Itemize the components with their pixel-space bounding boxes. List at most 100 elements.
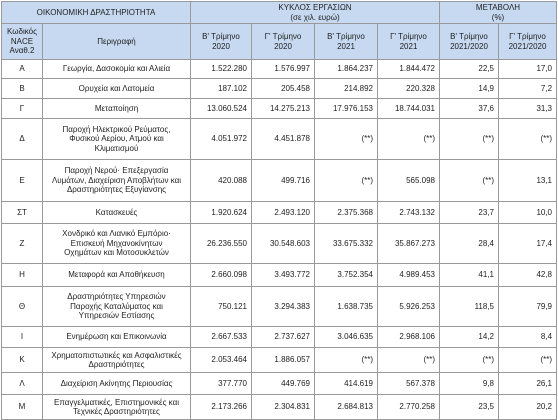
value-cell: 17.976.153	[314, 98, 378, 120]
value-cell: 1.886.057	[251, 347, 315, 374]
value-cell: 22,5	[439, 59, 499, 80]
nace-code: Λ	[1, 372, 43, 396]
value-cell: (**)	[377, 118, 440, 161]
value-cell: 2.968.106	[377, 326, 440, 349]
column-header: Γ' Τρίμηνο 2021	[377, 23, 440, 61]
value-cell: 3.294.383	[251, 286, 315, 328]
value-cell: 205.458	[251, 78, 315, 100]
nace-code: Κ	[1, 347, 43, 374]
value-cell: 79,9	[497, 286, 558, 328]
table-row: Ε Παροχή Νερού· Επεξεργασία Λυμάτων, Διαχ…	[1, 159, 558, 203]
value-cell: 26,1	[497, 372, 558, 396]
value-cell: 1.844.472	[377, 59, 440, 80]
value-cell: 7,2	[497, 78, 558, 100]
column-header-row: Κωδικός NACE Αναθ.2 Περιγραφή Β' Τρίμηνο 2…	[1, 23, 558, 61]
value-cell: 214.892	[314, 78, 378, 100]
nace-code: Ε	[1, 159, 43, 203]
value-cell: 567.378	[377, 372, 440, 396]
description: Ορυχεία και Λατομεία	[42, 78, 191, 100]
description: Χρηματοπιστωτικές και Ασφαλιστικές Δραστ…	[42, 347, 191, 374]
value-cell: 5.926.253	[377, 286, 440, 328]
nace-code: Μ	[1, 394, 43, 420]
table-row: Ζ Χονδρικό και Λιανικό Εμπόριο· Επισκευή …	[1, 223, 558, 265]
value-cell: 750.121	[190, 286, 252, 328]
value-cell: 414.619	[314, 372, 378, 396]
description: Παροχή Νερού· Επεξεργασία Λυμάτων, Διαχε…	[42, 159, 191, 203]
table-row: Β Ορυχεία και Λατομεία 187.102 205.458 214.8…	[1, 78, 558, 100]
value-cell: 4.451.878	[251, 118, 315, 161]
value-cell: 118,5	[439, 286, 499, 328]
header-cell: ΟΙΚΟΝΟΜΙΚΗ ΔΡΑΣΤΗΡΙΟΤΗΤΑ	[1, 0, 191, 25]
nace-code: Α	[1, 59, 43, 80]
value-cell: 565.098	[377, 159, 440, 203]
table-row: Θ Δραστηριότητες Υπηρεσιών Παροχής Καταλύ…	[1, 286, 558, 328]
value-cell: 2.173.266	[190, 394, 252, 420]
value-cell: 2.053.464	[190, 347, 252, 374]
table-row: Γ Μεταποίηση 13.060.524 14.275.213 17.976.15…	[1, 98, 558, 120]
description: Μεταφορά και Αποθήκευση	[42, 263, 191, 288]
value-cell: 14.275.213	[251, 98, 315, 120]
value-cell: 37,6	[439, 98, 499, 120]
value-cell: 420.088	[190, 159, 252, 203]
column-header: Περιγραφή	[42, 23, 191, 61]
table-row: Κ Χρηματοπιστωτικές και Ασφαλιστικές Δρασ…	[1, 347, 558, 374]
value-cell: (**)	[314, 347, 378, 374]
table-header: ΟΙΚΟΝΟΜΙΚΗ ΔΡΑΣΤΗΡΙΟΤΗΤΑ ΚΥΚΛΟΣ ΕΡΓΑΣΙΩΝ…	[1, 0, 558, 61]
value-cell: 3.493.772	[251, 263, 315, 288]
table-row: Ι Ενημέρωση και Επικοινωνία 2.667.533 2.737…	[1, 326, 558, 349]
header-unit: (σε χιλ. ευρώ)	[290, 12, 340, 22]
value-cell: 2.493.120	[251, 201, 315, 225]
value-cell: 449.769	[251, 372, 315, 396]
description: Κατασκευές	[42, 201, 191, 225]
value-cell: 18.744.031	[377, 98, 440, 120]
value-cell: 2.743.132	[377, 201, 440, 225]
table-row: Λ Διαχείριση Ακίνητης Περιουσίας 377.770 44…	[1, 372, 558, 396]
value-cell: 1.576.997	[251, 59, 315, 80]
header-text: ΟΙΚΟΝΟΜΙΚΗ ΔΡΑΣΤΗΡΙΟΤΗΤΑ	[36, 7, 156, 17]
nace-code: Ζ	[1, 223, 43, 265]
value-cell: 3.752.354	[314, 263, 378, 288]
value-cell: 14,9	[439, 78, 499, 100]
value-cell: 31,3	[497, 98, 558, 120]
table-row: Η Μεταφορά και Αποθήκευση 2.660.098 3.493.7…	[1, 263, 558, 288]
value-cell: 23,7	[439, 201, 499, 225]
header-cell: ΚΥΚΛΟΣ ΕΡΓΑΣΙΩΝ (σε χιλ. ευρώ)	[190, 0, 440, 25]
nace-code: Η	[1, 263, 43, 288]
column-header: Β' Τρίμηνο 2021	[314, 23, 378, 61]
value-cell: 377.770	[190, 372, 252, 396]
column-header: Β' Τρίμηνο 2020	[190, 23, 252, 61]
value-cell: (**)	[497, 118, 558, 161]
value-cell: (**)	[314, 159, 378, 203]
table-row: Μ Επαγγελματικές, Επιστημονικές και Τεχνι…	[1, 394, 558, 420]
description: Διαχείριση Ακίνητης Περιουσίας	[42, 372, 191, 396]
description: Ενημέρωση και Επικοινωνία	[42, 326, 191, 349]
value-cell: 2.770.258	[377, 394, 440, 420]
value-cell: 17,4	[497, 223, 558, 265]
nace-code: Δ	[1, 118, 43, 161]
value-cell: 13,1	[497, 159, 558, 203]
value-cell: (**)	[439, 159, 499, 203]
nace-code: Ι	[1, 326, 43, 349]
value-cell: 10,0	[497, 201, 558, 225]
value-cell: 4.989.453	[377, 263, 440, 288]
nace-code: Β	[1, 78, 43, 100]
column-header: Κωδικός NACE Αναθ.2	[1, 23, 43, 61]
value-cell: 2.660.098	[190, 263, 252, 288]
column-header: Β' Τρίμηνο 2021/2020	[439, 23, 499, 61]
column-header: Γ' Τρίμηνο 2020	[251, 23, 315, 61]
value-cell: 2.667.533	[190, 326, 252, 349]
value-cell: 2.375.368	[314, 201, 378, 225]
value-cell: 23,5	[439, 394, 499, 420]
value-cell: 13.060.524	[190, 98, 252, 120]
value-cell: 30.548.603	[251, 223, 315, 265]
value-cell: 499.716	[251, 159, 315, 203]
value-cell: (**)	[314, 118, 378, 161]
value-cell: 42,8	[497, 263, 558, 288]
description: Μεταποίηση	[42, 98, 191, 120]
value-cell: 28,4	[439, 223, 499, 265]
value-cell: 20,2	[497, 394, 558, 420]
value-cell: 14,2	[439, 326, 499, 349]
value-cell: 1.920.624	[190, 201, 252, 225]
nace-code: ΣΤ	[1, 201, 43, 225]
